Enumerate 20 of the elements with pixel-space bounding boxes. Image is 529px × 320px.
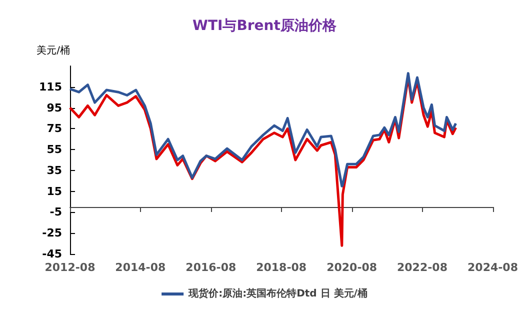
x-tick-label: 2016-08 xyxy=(186,261,236,274)
legend-label: 现货价:原油:英国布伦特Dtd 日 美元/桶 xyxy=(188,288,368,300)
y-tick-label: 35 xyxy=(46,164,62,177)
x-tick-label: 2014-08 xyxy=(115,261,166,274)
y-tick-label: -5 xyxy=(50,206,62,219)
chart-title: WTI与Brent原油价格 xyxy=(192,18,338,34)
x-tick-label: 2020-08 xyxy=(326,261,378,274)
y-axis-title: 美元/桶 xyxy=(36,44,70,56)
y-tick-label: 95 xyxy=(46,101,62,114)
x-tick-label: 2022-08 xyxy=(397,261,448,274)
y-tick-label: -25 xyxy=(42,226,62,240)
x-tick-label: 2018-08 xyxy=(256,261,307,274)
y-tick-label: -45 xyxy=(42,248,62,260)
y-tick-label: 55 xyxy=(46,143,62,156)
x-tick-label: 2012-08 xyxy=(44,261,96,274)
y-tick-label: 115 xyxy=(39,80,62,94)
line-series xyxy=(68,72,458,188)
y-tick-label: 75 xyxy=(46,122,62,136)
x-tick-label: 2024-08 xyxy=(468,261,518,274)
y-tick-label: 15 xyxy=(46,184,62,198)
